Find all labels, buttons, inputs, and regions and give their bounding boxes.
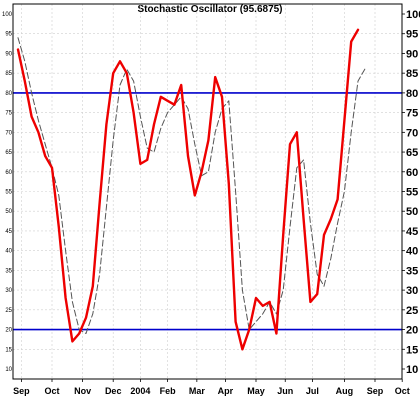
x-tick-label: Feb — [160, 386, 177, 396]
x-tick-label: Aug — [336, 386, 354, 396]
y-tick-label-right: 65 — [406, 147, 418, 159]
y-tick-label-left: 20 — [5, 328, 12, 334]
y-tick-label-left: 45 — [5, 229, 12, 235]
x-tick-label: Mar — [189, 386, 206, 396]
x-tick-label: Apr — [218, 386, 234, 396]
reference-lines — [13, 92, 402, 331]
x-tick-label: Jun — [277, 386, 293, 396]
x-tick-label: Oct — [395, 386, 410, 396]
y-tick-label-left: 40 — [5, 249, 12, 255]
x-tick-label: Oct — [44, 386, 59, 396]
y-tick-label-left: 25 — [5, 308, 12, 314]
y-tick-label-right: 80 — [406, 88, 418, 100]
y-tick-label-left: 15 — [5, 347, 12, 353]
x-tick-label: 2004 — [130, 386, 150, 396]
x-tick-label: Nov — [74, 386, 91, 396]
y-tick-label-right: 15 — [406, 344, 418, 356]
y-tick-label-right: 100 — [406, 9, 420, 21]
y-tick-label-right: 50 — [406, 206, 418, 218]
series-line-stochastic — [16, 28, 360, 351]
y-tick-label-right: 70 — [406, 127, 418, 139]
series-lines — [16, 28, 366, 351]
y-tick-label-right: 55 — [406, 187, 418, 199]
y-tick-label-left: 100 — [2, 12, 13, 18]
y-tick-label-right: 25 — [406, 305, 418, 317]
y-tick-label-left: 65 — [5, 150, 12, 156]
chart-title: Stochastic Oscillator (95.6875) — [137, 4, 282, 15]
y-tick-label-left: 35 — [5, 268, 12, 274]
y-tick-label-left: 60 — [5, 170, 12, 176]
y-tick-label-right: 40 — [406, 246, 418, 258]
y-tick-label-right: 75 — [406, 108, 418, 120]
y-tick-label-right: 30 — [406, 285, 418, 297]
x-tick-label: Dec — [105, 386, 122, 396]
x-tick-label: Sep — [13, 386, 30, 396]
y-tick-label-left: 30 — [5, 288, 12, 294]
y-tick-label-right: 60 — [406, 167, 418, 179]
y-tick-label-left: 75 — [5, 111, 12, 117]
y-tick-label-left: 95 — [5, 32, 12, 38]
y-tick-label-left: 50 — [5, 209, 12, 215]
x-tick-label: Sep — [367, 386, 384, 396]
y-axis-ticks: 10 10 15 15 20 20 25 25 30 30 35 35 40 40 45 45 50 50 55 55… — [2, 9, 420, 376]
x-tick-label: Jul — [306, 386, 319, 396]
grid — [13, 4, 403, 379]
y-tick-label-left: 85 — [5, 71, 12, 77]
y-tick-label-right: 90 — [406, 48, 418, 60]
y-tick-label-right: 10 — [406, 364, 418, 376]
y-tick-label-left: 90 — [5, 51, 12, 57]
x-axis-ticks: Sep Oct Nov Dec 2004 Feb Mar Apr May Jun Jul Aug Sep… — [13, 379, 410, 396]
y-tick-label-left: 55 — [5, 190, 12, 196]
y-tick-label-left: 80 — [5, 91, 12, 97]
y-tick-label-right: 20 — [406, 325, 418, 337]
y-tick-label-left: 70 — [5, 130, 12, 136]
y-tick-label-right: 45 — [406, 226, 418, 238]
y-tick-label-right: 85 — [406, 68, 418, 80]
x-tick-label: May — [247, 386, 265, 396]
y-tick-label-left: 10 — [5, 367, 12, 373]
y-tick-label-right: 95 — [406, 29, 418, 41]
series-line-signal — [17, 37, 366, 334]
y-tick-label-right: 35 — [406, 265, 418, 277]
